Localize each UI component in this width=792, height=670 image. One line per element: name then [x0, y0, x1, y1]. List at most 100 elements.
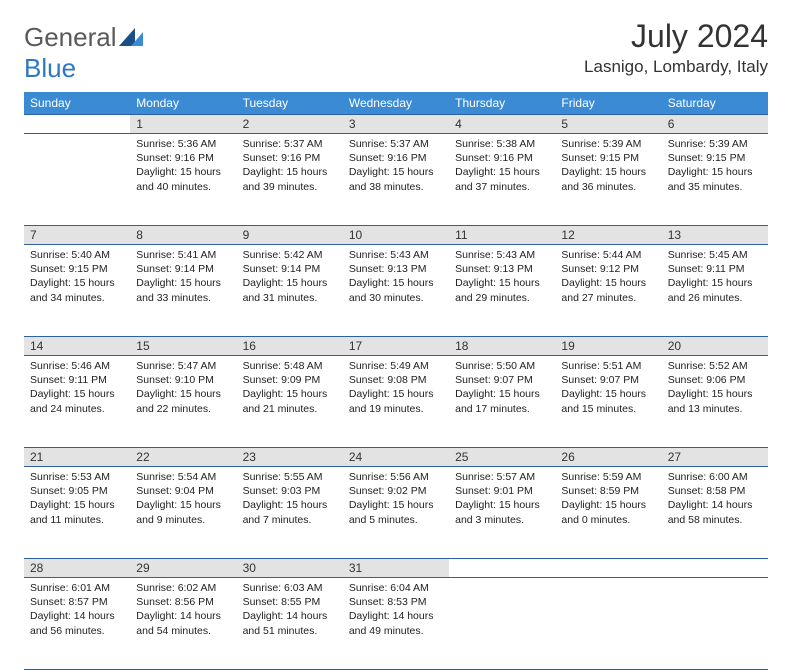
day-content: Sunrise: 5:52 AMSunset: 9:06 PMDaylight:…: [662, 356, 768, 422]
daylight-text: Daylight: 15 hours and 19 minutes.: [349, 387, 443, 415]
day-content: Sunrise: 5:37 AMSunset: 9:16 PMDaylight:…: [343, 134, 449, 200]
daylight-text: Daylight: 15 hours and 30 minutes.: [349, 276, 443, 304]
day-content: Sunrise: 5:54 AMSunset: 9:04 PMDaylight:…: [130, 467, 236, 533]
daylight-text: Daylight: 15 hours and 24 minutes.: [30, 387, 124, 415]
daylight-text: Daylight: 15 hours and 34 minutes.: [30, 276, 124, 304]
day-cell: Sunrise: 5:50 AMSunset: 9:07 PMDaylight:…: [449, 356, 555, 448]
sunrise-text: Sunrise: 5:57 AM: [455, 470, 549, 484]
sunset-text: Sunset: 8:53 PM: [349, 595, 443, 609]
day-cell: Sunrise: 5:55 AMSunset: 9:03 PMDaylight:…: [237, 467, 343, 559]
day-cell: Sunrise: 5:39 AMSunset: 9:15 PMDaylight:…: [555, 134, 661, 226]
day-number: 7: [24, 226, 130, 245]
day-number: 31: [343, 559, 449, 578]
sunset-text: Sunset: 9:06 PM: [668, 373, 762, 387]
sunrise-text: Sunrise: 5:59 AM: [561, 470, 655, 484]
day-cell: Sunrise: 5:41 AMSunset: 9:14 PMDaylight:…: [130, 245, 236, 337]
daylight-text: Daylight: 15 hours and 37 minutes.: [455, 165, 549, 193]
day-number: 10: [343, 226, 449, 245]
sunrise-text: Sunrise: 5:39 AM: [561, 137, 655, 151]
sunset-text: Sunset: 9:01 PM: [455, 484, 549, 498]
day-number: 22: [130, 448, 236, 467]
day-cell: Sunrise: 6:01 AMSunset: 8:57 PMDaylight:…: [24, 578, 130, 670]
day-cell: [24, 134, 130, 226]
sunset-text: Sunset: 9:14 PM: [136, 262, 230, 276]
day-content: Sunrise: 5:39 AMSunset: 9:15 PMDaylight:…: [555, 134, 661, 200]
day-content: Sunrise: 6:01 AMSunset: 8:57 PMDaylight:…: [24, 578, 130, 644]
sunrise-text: Sunrise: 5:51 AM: [561, 359, 655, 373]
daylight-text: Daylight: 15 hours and 27 minutes.: [561, 276, 655, 304]
day-cell: Sunrise: 6:03 AMSunset: 8:55 PMDaylight:…: [237, 578, 343, 670]
day-number: 30: [237, 559, 343, 578]
day-cell: Sunrise: 5:42 AMSunset: 9:14 PMDaylight:…: [237, 245, 343, 337]
logo-text-2: Blue: [24, 53, 76, 83]
day-content: Sunrise: 5:37 AMSunset: 9:16 PMDaylight:…: [237, 134, 343, 200]
day-number: 27: [662, 448, 768, 467]
sunrise-text: Sunrise: 5:56 AM: [349, 470, 443, 484]
daylight-text: Daylight: 15 hours and 9 minutes.: [136, 498, 230, 526]
sunrise-text: Sunrise: 5:39 AM: [668, 137, 762, 151]
sunrise-text: Sunrise: 5:37 AM: [243, 137, 337, 151]
sunset-text: Sunset: 9:16 PM: [349, 151, 443, 165]
sunrise-text: Sunrise: 5:45 AM: [668, 248, 762, 262]
day-content: Sunrise: 5:51 AMSunset: 9:07 PMDaylight:…: [555, 356, 661, 422]
day-cell: Sunrise: 5:45 AMSunset: 9:11 PMDaylight:…: [662, 245, 768, 337]
location: Lasnigo, Lombardy, Italy: [584, 57, 768, 77]
day-number-row: 123456: [24, 115, 768, 134]
day-content: Sunrise: 5:50 AMSunset: 9:07 PMDaylight:…: [449, 356, 555, 422]
day-number-row: 14151617181920: [24, 337, 768, 356]
sunrise-text: Sunrise: 5:47 AM: [136, 359, 230, 373]
sunrise-text: Sunrise: 5:43 AM: [455, 248, 549, 262]
daylight-text: Daylight: 15 hours and 39 minutes.: [243, 165, 337, 193]
day-cell: [662, 578, 768, 670]
sunrise-text: Sunrise: 5:38 AM: [455, 137, 549, 151]
sunset-text: Sunset: 9:13 PM: [455, 262, 549, 276]
sunset-text: Sunset: 9:05 PM: [30, 484, 124, 498]
sunrise-text: Sunrise: 5:54 AM: [136, 470, 230, 484]
day-content: Sunrise: 5:45 AMSunset: 9:11 PMDaylight:…: [662, 245, 768, 311]
day-number: 17: [343, 337, 449, 356]
day-cell: Sunrise: 5:57 AMSunset: 9:01 PMDaylight:…: [449, 467, 555, 559]
day-of-week-header: Thursday: [449, 92, 555, 115]
day-cell: Sunrise: 5:53 AMSunset: 9:05 PMDaylight:…: [24, 467, 130, 559]
sunset-text: Sunset: 9:07 PM: [561, 373, 655, 387]
day-number-row: 21222324252627: [24, 448, 768, 467]
sunset-text: Sunset: 9:03 PM: [243, 484, 337, 498]
day-cell: Sunrise: 5:43 AMSunset: 9:13 PMDaylight:…: [343, 245, 449, 337]
day-number: 28: [24, 559, 130, 578]
sunrise-text: Sunrise: 5:42 AM: [243, 248, 337, 262]
day-content: Sunrise: 5:46 AMSunset: 9:11 PMDaylight:…: [24, 356, 130, 422]
day-number: 3: [343, 115, 449, 134]
day-content-row: Sunrise: 5:46 AMSunset: 9:11 PMDaylight:…: [24, 356, 768, 448]
day-content: Sunrise: 6:03 AMSunset: 8:55 PMDaylight:…: [237, 578, 343, 644]
day-number: 24: [343, 448, 449, 467]
logo-text: General Blue: [24, 22, 143, 84]
sunset-text: Sunset: 8:56 PM: [136, 595, 230, 609]
daylight-text: Daylight: 14 hours and 51 minutes.: [243, 609, 337, 637]
logo-triangle-icon: [119, 22, 143, 40]
daylight-text: Daylight: 15 hours and 38 minutes.: [349, 165, 443, 193]
day-content-row: Sunrise: 5:53 AMSunset: 9:05 PMDaylight:…: [24, 467, 768, 559]
daylight-text: Daylight: 15 hours and 3 minutes.: [455, 498, 549, 526]
sunset-text: Sunset: 9:08 PM: [349, 373, 443, 387]
day-content: Sunrise: 5:55 AMSunset: 9:03 PMDaylight:…: [237, 467, 343, 533]
sunset-text: Sunset: 9:04 PM: [136, 484, 230, 498]
sunrise-text: Sunrise: 5:41 AM: [136, 248, 230, 262]
daylight-text: Daylight: 15 hours and 13 minutes.: [668, 387, 762, 415]
day-cell: Sunrise: 5:54 AMSunset: 9:04 PMDaylight:…: [130, 467, 236, 559]
day-content: Sunrise: 6:02 AMSunset: 8:56 PMDaylight:…: [130, 578, 236, 644]
daylight-text: Daylight: 15 hours and 15 minutes.: [561, 387, 655, 415]
day-content-row: Sunrise: 6:01 AMSunset: 8:57 PMDaylight:…: [24, 578, 768, 670]
day-cell: Sunrise: 5:43 AMSunset: 9:13 PMDaylight:…: [449, 245, 555, 337]
header: General Blue July 2024 Lasnigo, Lombardy…: [24, 18, 768, 84]
day-content: Sunrise: 6:04 AMSunset: 8:53 PMDaylight:…: [343, 578, 449, 644]
calendar-table: SundayMondayTuesdayWednesdayThursdayFrid…: [24, 92, 768, 670]
day-number: 20: [662, 337, 768, 356]
sunset-text: Sunset: 9:11 PM: [30, 373, 124, 387]
sunrise-text: Sunrise: 5:49 AM: [349, 359, 443, 373]
day-number: 15: [130, 337, 236, 356]
day-content-row: Sunrise: 5:40 AMSunset: 9:15 PMDaylight:…: [24, 245, 768, 337]
day-number: [555, 559, 661, 578]
sunset-text: Sunset: 9:16 PM: [136, 151, 230, 165]
day-content: Sunrise: 5:48 AMSunset: 9:09 PMDaylight:…: [237, 356, 343, 422]
day-cell: [449, 578, 555, 670]
